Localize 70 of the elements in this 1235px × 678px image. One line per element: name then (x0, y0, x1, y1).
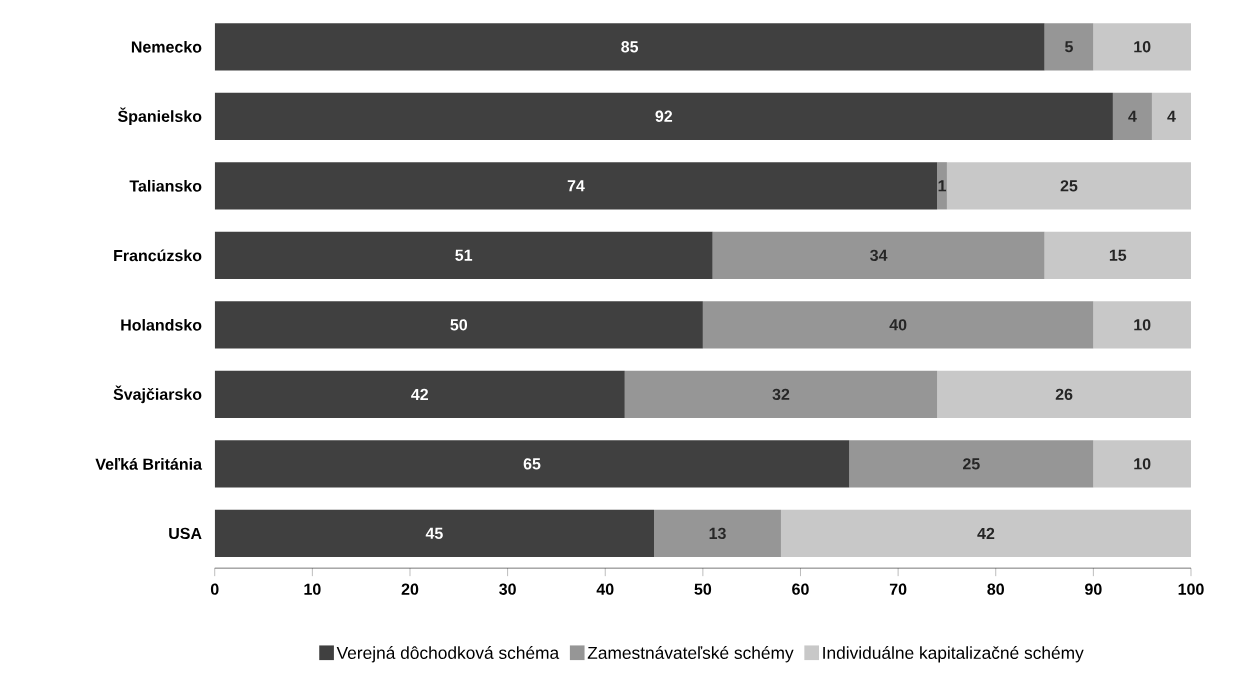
bar (937, 162, 947, 210)
legend-label: Individuálne kapitalizačné schémy (823, 646, 1084, 663)
data-label: 10 (1134, 41, 1151, 53)
bar (1044, 23, 1094, 71)
data-label: 15 (1109, 249, 1127, 262)
data-label: 50 (450, 319, 468, 331)
x-tick-label: 20 (401, 583, 419, 596)
bar (654, 510, 781, 558)
bar (214, 23, 1045, 71)
bar (214, 231, 713, 280)
x-tick-label: 10 (304, 583, 321, 596)
bar (214, 440, 850, 488)
bar (1044, 231, 1191, 280)
bar (1093, 301, 1191, 349)
data-label: 1 (938, 180, 947, 192)
data-label: 5 (1065, 41, 1073, 53)
bar (1093, 440, 1191, 488)
data-label: 40 (889, 319, 907, 331)
bar (624, 370, 938, 419)
data-label: 10 (1134, 319, 1151, 331)
x-tick-label: 100 (1178, 583, 1204, 596)
y-tick-label: Nemecko (131, 41, 202, 53)
bar (780, 510, 1191, 558)
x-tick-label: 0 (210, 583, 219, 596)
legend-label: Zamestnávateľské schémy (587, 646, 794, 663)
data-label: 74 (567, 180, 585, 192)
x-tick-label: 90 (1085, 583, 1102, 596)
bar (946, 162, 1191, 210)
data-label: 65 (523, 458, 541, 470)
x-tick-label: 50 (694, 583, 712, 596)
x-tick-label: 30 (499, 583, 516, 596)
bar (712, 231, 1045, 280)
data-label: 4 (1128, 111, 1137, 123)
x-tick-label: 40 (596, 583, 614, 596)
data-label: 25 (963, 458, 980, 470)
bar (1093, 23, 1191, 71)
y-tick-label: USA (169, 527, 202, 540)
data-label: 85 (621, 41, 639, 53)
x-tick-label: 70 (889, 583, 907, 596)
y-tick-label: Taliansko (129, 180, 202, 192)
bar (214, 370, 625, 419)
bar (849, 440, 1094, 488)
bar (702, 301, 1094, 349)
x-tick-label: 60 (792, 583, 809, 596)
data-label: 13 (709, 527, 726, 540)
data-label: 34 (870, 249, 888, 262)
y-tick-label: Švajčiarsko (113, 385, 202, 404)
y-tick-label: Francúzsko (114, 249, 202, 262)
data-label: 32 (772, 388, 790, 401)
bar (214, 301, 703, 349)
bar (1151, 92, 1191, 141)
data-label: 25 (1060, 180, 1078, 192)
legend-label: Verejná dôchodková schéma (336, 646, 560, 663)
bar (1112, 92, 1152, 141)
data-label: 51 (455, 249, 473, 262)
y-tick-label: Španielsko (117, 107, 202, 126)
bar (214, 92, 1113, 141)
x-tick-label: 80 (987, 583, 1004, 596)
y-tick-label: Veľká Británia (95, 458, 203, 471)
bar (214, 510, 655, 558)
data-label: 45 (425, 528, 443, 540)
bar (214, 162, 938, 210)
bar (937, 370, 1191, 419)
y-tick-label: Holandsko (121, 319, 202, 331)
data-label: 10 (1134, 458, 1151, 470)
data-label: 42 (411, 389, 429, 401)
data-label: 4 (1167, 111, 1176, 123)
data-label: 26 (1055, 388, 1073, 401)
data-label: 92 (655, 110, 673, 123)
data-label: 42 (977, 528, 995, 540)
